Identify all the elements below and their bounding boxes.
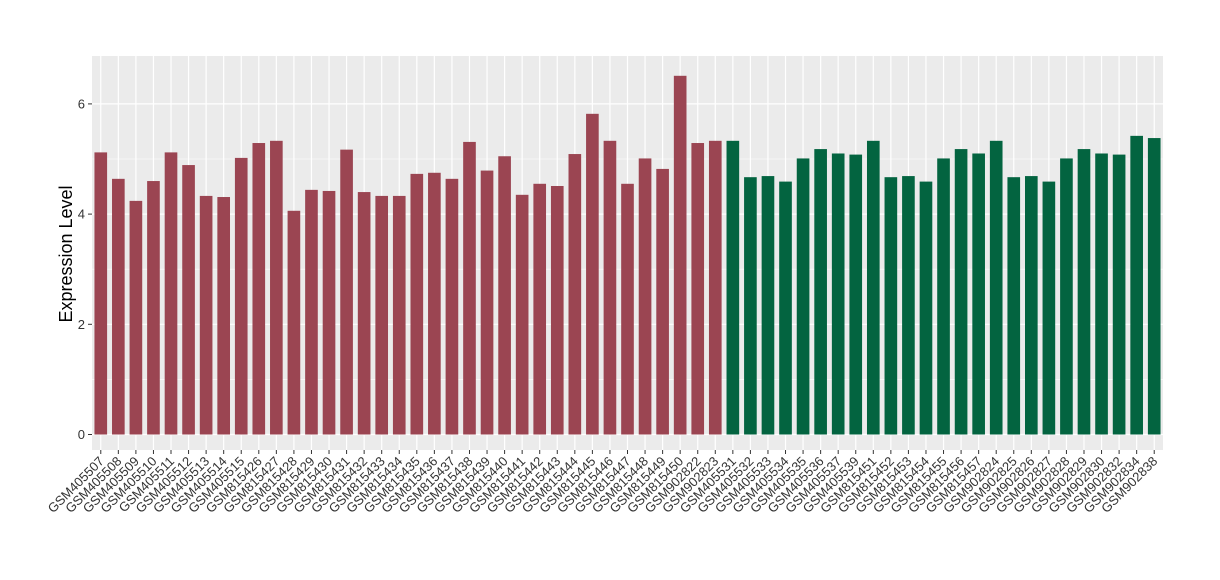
bar-GSM902823 <box>708 140 722 435</box>
x-axis: GSM405507GSM405508GSM405509GSM405510GSM4… <box>45 450 1160 516</box>
bar-GSM405509 <box>129 200 143 435</box>
bar-GSM815455 <box>937 158 950 435</box>
bar-GSM815431 <box>340 149 353 435</box>
bar-GSM815433 <box>375 195 389 435</box>
bar-GSM815450 <box>673 75 687 435</box>
bar-GSM902824 <box>989 140 1003 435</box>
y-axis-title: Expression Level <box>56 185 76 322</box>
bar-GSM815430 <box>322 190 336 435</box>
bar-GSM405512 <box>182 165 195 435</box>
bar-GSM815440 <box>498 156 511 435</box>
bar-GSM815437 <box>445 178 459 435</box>
bar-GSM815434 <box>392 195 406 435</box>
bar-GSM815439 <box>480 170 494 435</box>
bar-GSM902827 <box>1042 181 1056 435</box>
bars <box>94 75 1161 435</box>
bar-GSM405536 <box>814 149 827 435</box>
bar-GSM815448 <box>638 158 652 435</box>
bar-GSM405532 <box>744 177 757 435</box>
bar-GSM815432 <box>357 192 371 435</box>
bar-GSM405531 <box>726 140 740 435</box>
bar-GSM815427 <box>270 140 283 435</box>
bar-GSM815428 <box>287 210 301 435</box>
bar-GSM815447 <box>621 183 634 435</box>
y-axis: 0 2 4 6 <box>78 96 92 442</box>
bar-GSM405534 <box>779 181 792 435</box>
bar-GSM405507 <box>94 152 108 435</box>
y-tick-label: 0 <box>78 427 85 442</box>
bar-GSM902838 <box>1147 138 1161 435</box>
bar-GSM405508 <box>112 178 125 435</box>
bar-GSM815456 <box>954 149 968 435</box>
bar-GSM405514 <box>217 197 231 435</box>
bar-GSM815457 <box>972 153 985 435</box>
bar-GSM815426 <box>252 143 266 435</box>
y-tick-label: 2 <box>78 317 85 332</box>
bar-GSM902828 <box>1060 158 1073 435</box>
bar-GSM815446 <box>603 140 617 435</box>
bar-GSM815443 <box>550 185 564 435</box>
bar-GSM902834 <box>1130 135 1143 435</box>
bar-GSM902822 <box>691 143 705 435</box>
bar-GSM405539 <box>849 154 863 435</box>
bar-GSM815444 <box>568 154 582 435</box>
bar-GSM815445 <box>586 113 599 435</box>
bar-GSM902830 <box>1095 153 1108 435</box>
bar-GSM815438 <box>463 141 476 435</box>
bar-GSM405513 <box>199 195 213 435</box>
bar-GSM815454 <box>919 181 933 435</box>
bar-GSM405510 <box>147 181 160 435</box>
bar-GSM405515 <box>234 157 248 435</box>
bar-GSM902829 <box>1077 149 1091 435</box>
bar-GSM902826 <box>1024 176 1038 435</box>
bar-GSM815453 <box>902 176 915 435</box>
bar-GSM405511 <box>164 152 178 435</box>
bar-GSM815449 <box>656 168 669 435</box>
bar-GSM815435 <box>410 173 424 435</box>
bar-GSM405533 <box>761 176 775 435</box>
bar-GSM815429 <box>305 189 318 435</box>
bar-GSM405535 <box>796 158 810 435</box>
bar-GSM815442 <box>533 183 547 435</box>
y-tick-label: 4 <box>78 207 85 222</box>
bar-GSM902832 <box>1112 154 1126 435</box>
bar-GSM815441 <box>515 194 529 435</box>
bar-GSM815452 <box>884 177 898 435</box>
bar-GSM815436 <box>428 172 441 435</box>
bar-GSM405537 <box>831 153 845 435</box>
bar-GSM815451 <box>866 140 880 435</box>
y-tick-label: 6 <box>78 96 85 111</box>
bar-GSM902825 <box>1007 177 1021 435</box>
